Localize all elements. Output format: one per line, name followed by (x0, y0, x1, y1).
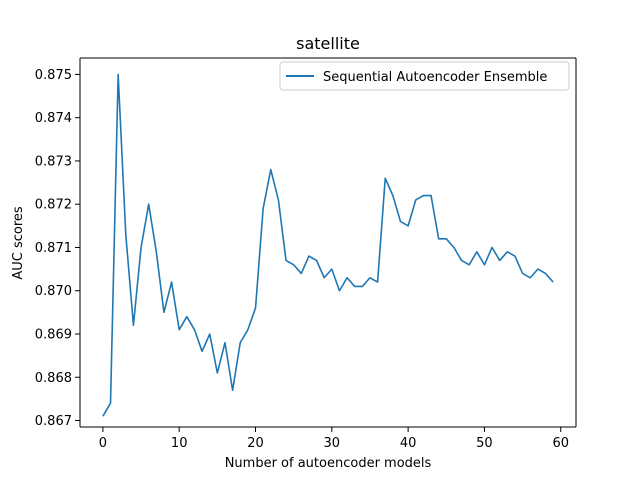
y-tick-label: 0.867 (35, 414, 72, 429)
plot-area: 0 10 20 30 40 50 60 0.867 0.868 0.869 0.870 0.871 0.… (35, 57, 577, 451)
x-tick-label: 60 (552, 436, 569, 451)
series-line-0 (102, 73, 554, 417)
x-tick-label: 40 (400, 436, 417, 451)
legend-box (279, 61, 570, 91)
chart-title: satellite (296, 34, 360, 53)
x-tick-label: 0 (99, 436, 107, 451)
x-tick-label: 20 (247, 436, 264, 451)
x-tick-label: 30 (324, 436, 341, 451)
legend-label: Sequential Autoencoder Ensemble (323, 70, 547, 85)
x-axis-label: Number of autoencoder models (225, 456, 432, 471)
y-tick-label: 0.868 (35, 371, 72, 386)
y-tick-label: 0.874 (35, 111, 72, 126)
legend: Sequential Autoencoder Ensemble (279, 61, 570, 91)
y-tick-label: 0.872 (35, 198, 72, 213)
y-tick-label: 0.869 (35, 327, 72, 342)
x-tick-label: 50 (476, 436, 493, 451)
y-tick-label: 0.870 (35, 284, 72, 299)
y-tick-label: 0.871 (35, 241, 72, 256)
y-tick-label: 0.873 (35, 154, 72, 169)
y-axis-label: AUC scores (11, 206, 26, 280)
y-tick-label: 0.875 (35, 68, 72, 83)
x-tick-label: 10 (171, 436, 188, 451)
